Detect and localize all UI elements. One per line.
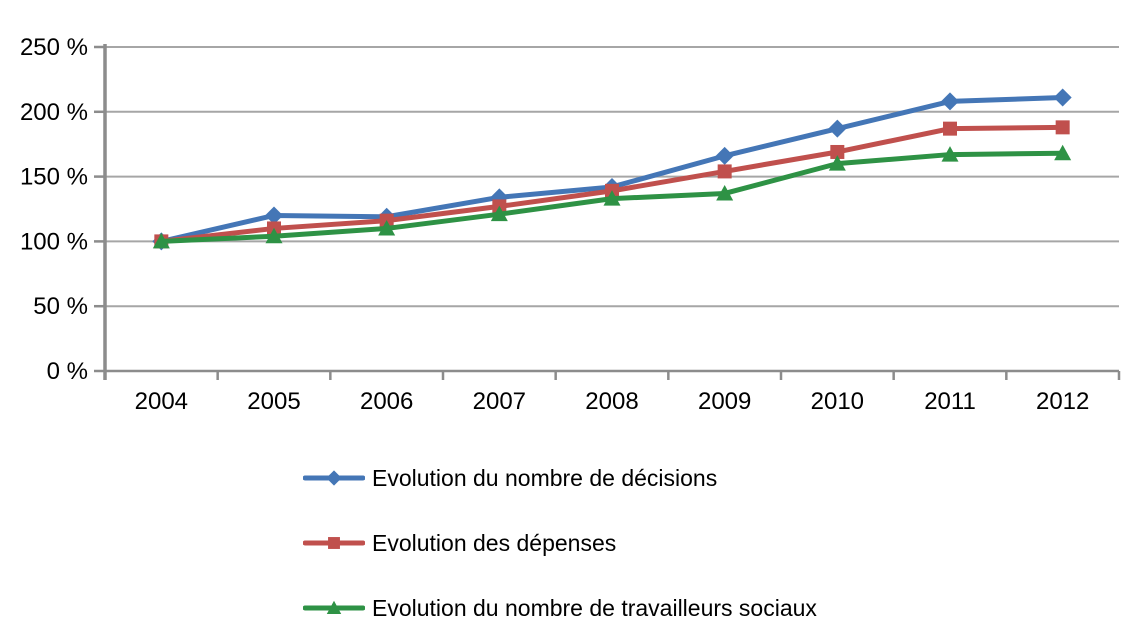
x-axis-label: 2009 — [698, 388, 751, 415]
x-axis-label: 2005 — [247, 388, 300, 415]
data-point-square — [717, 164, 732, 179]
y-axis-label: 150 % — [20, 164, 88, 191]
x-axis-label: 2007 — [473, 388, 526, 415]
data-point-diamond — [941, 92, 959, 111]
y-axis-label: 250 % — [20, 34, 88, 61]
data-point-square — [943, 121, 957, 136]
triangle-icon — [326, 600, 342, 614]
data-point-diamond — [715, 146, 734, 165]
chart-legend: Evolution du nombre de décisions Evoluti… — [303, 464, 817, 625]
y-axis-label: 200 % — [20, 99, 88, 126]
legend-item-decisions: Evolution du nombre de décisions — [303, 464, 817, 491]
data-point-square — [1055, 120, 1070, 135]
x-axis-label: 2006 — [360, 388, 413, 415]
data-point-triangle — [378, 219, 396, 236]
data-point-diamond — [828, 119, 847, 138]
data-point-triangle — [828, 155, 846, 171]
y-axis-label: 100 % — [20, 228, 88, 255]
data-point-triangle — [1054, 144, 1072, 161]
legend-item-travailleurs-sociaux: Evolution du nombre de travailleurs soci… — [303, 594, 817, 621]
legend-item-depenses: Evolution des dépenses — [303, 529, 817, 556]
legend-label-decisions: Evolution du nombre de décisions — [372, 464, 718, 491]
data-point-triangle — [490, 205, 508, 222]
x-axis-label: 2012 — [1036, 388, 1089, 415]
legend-swatch-square-icon — [303, 537, 365, 549]
series-line-diamond — [158, 95, 1066, 244]
data-point-triangle — [941, 146, 959, 162]
y-axis-label: 50 % — [33, 293, 88, 320]
x-axis-label: 2011 — [924, 388, 976, 415]
data-point-triangle — [716, 184, 734, 201]
x-axis-label: 2010 — [811, 388, 864, 415]
data-point-triangle — [152, 232, 170, 249]
data-point-square — [830, 144, 845, 159]
legend-swatch-triangle-icon — [303, 600, 365, 614]
y-axis-label: 0 % — [47, 358, 88, 385]
data-point-triangle — [265, 227, 283, 244]
square-icon — [328, 537, 340, 549]
legend-label-travailleurs-sociaux: Evolution du nombre de travailleurs soci… — [372, 594, 817, 621]
line-chart: 0 % 50 % 100 % 150 % 200 % 250 % 2004 2005 2006 2… — [20, 34, 1121, 415]
data-point-diamond — [1053, 88, 1072, 107]
diamond-icon — [326, 470, 342, 486]
data-point-diamond — [265, 206, 283, 225]
x-axis-label: 2004 — [135, 388, 188, 415]
x-axis-label: 2008 — [585, 388, 638, 415]
legend-swatch-diamond-icon — [303, 470, 365, 486]
data-point-triangle — [603, 190, 621, 206]
legend-label-depenses: Evolution des dépenses — [372, 529, 617, 556]
